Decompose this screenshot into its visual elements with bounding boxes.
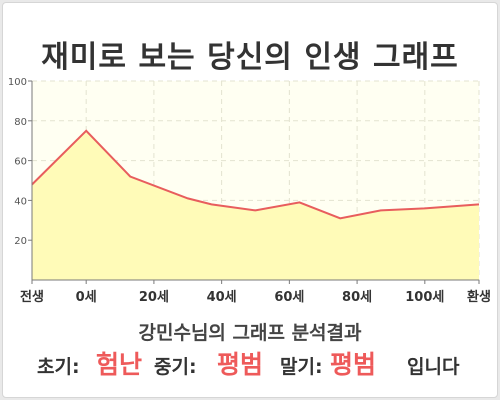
x-axis-ticks: 전생 0세 20세 40세 60세 80세 100세 환생 (20, 280, 491, 305)
life-graph-chart: 20 40 60 80 100 전생 0세 20세 40세 60세 80세 100세 환생 (8, 77, 491, 305)
x-tick-label: 환생 (467, 289, 491, 305)
series-area-fill (32, 130, 479, 280)
y-tick-label: 40 (14, 196, 27, 207)
result-suffix: 입니다 (407, 356, 460, 378)
mid-value: 평범 (217, 350, 264, 379)
analysis-summary: 강민수님의 그래프 분석결과 (138, 322, 362, 344)
late-label: 말기: (280, 356, 323, 378)
early-label: 초기: (37, 356, 80, 378)
axes (31, 81, 479, 281)
x-tick-label: 40세 (207, 290, 237, 305)
x-tick-label: 100세 (405, 290, 444, 305)
y-axis-ticks: 20 40 60 80 100 (8, 77, 32, 247)
y-tick-label: 100 (8, 77, 27, 88)
x-tick-label: 전생 (20, 289, 44, 305)
x-tick-label: 80세 (342, 290, 372, 305)
page-title: 재미로 보는 당신의 인생 그래프 (41, 40, 459, 75)
late-value: 평범 (330, 350, 377, 379)
mid-label: 중기: (154, 356, 197, 378)
y-tick-label: 20 (14, 236, 27, 247)
y-tick-label: 80 (14, 117, 27, 128)
early-value: 험난 (96, 350, 143, 379)
x-tick-label: 20세 (139, 290, 169, 305)
x-tick-label: 60세 (274, 290, 304, 305)
x-tick-label: 0세 (76, 290, 97, 305)
y-tick-label: 60 (14, 157, 27, 168)
series-line (31, 129, 480, 220)
